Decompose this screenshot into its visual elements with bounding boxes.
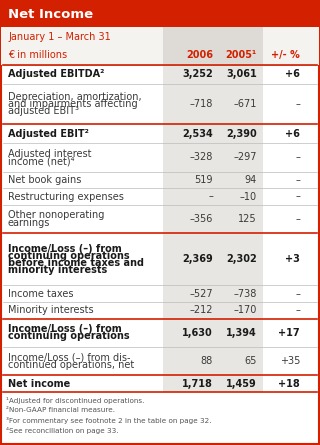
- Text: 3,061: 3,061: [226, 69, 257, 80]
- Text: –212: –212: [189, 305, 213, 315]
- Text: 2,534: 2,534: [182, 129, 213, 139]
- Text: –: –: [295, 305, 300, 315]
- Bar: [1, 27, 319, 65]
- Text: –718: –718: [190, 99, 213, 109]
- Text: Adjusted EBIT²: Adjusted EBIT²: [8, 129, 89, 139]
- Text: Net Income: Net Income: [8, 8, 93, 20]
- Text: ¹Adjusted for discontinued operations.: ¹Adjusted for discontinued operations.: [6, 397, 144, 404]
- Text: January 1 – March 31: January 1 – March 31: [8, 32, 111, 42]
- Text: +6: +6: [285, 69, 300, 80]
- Text: +35: +35: [280, 356, 300, 366]
- Text: and impairments affecting: and impairments affecting: [8, 99, 138, 109]
- Text: continuing operations: continuing operations: [8, 251, 130, 261]
- Text: ³For commentary see footnote 2 in the table on page 32.: ³For commentary see footnote 2 in the ta…: [6, 417, 212, 424]
- Text: Income/Loss (–) from: Income/Loss (–) from: [8, 324, 122, 334]
- Text: –328: –328: [190, 153, 213, 162]
- Text: –: –: [295, 289, 300, 299]
- Text: +17: +17: [278, 328, 300, 338]
- Text: –170: –170: [234, 305, 257, 315]
- Text: before income taxes and: before income taxes and: [8, 258, 144, 268]
- Text: 65: 65: [244, 356, 257, 366]
- Text: –297: –297: [234, 153, 257, 162]
- Text: 2,302: 2,302: [226, 254, 257, 264]
- Text: +/- %: +/- %: [271, 50, 300, 60]
- Text: 519: 519: [195, 175, 213, 185]
- Text: +6: +6: [285, 129, 300, 139]
- Text: ²Non-GAAP financial measure.: ²Non-GAAP financial measure.: [6, 407, 115, 413]
- Text: Net income: Net income: [8, 379, 70, 388]
- Text: 2,390: 2,390: [226, 129, 257, 139]
- Text: 2,369: 2,369: [182, 254, 213, 264]
- Text: –738: –738: [234, 289, 257, 299]
- Text: Depreciation, amortization,: Depreciation, amortization,: [8, 92, 142, 102]
- Text: Restructuring expenses: Restructuring expenses: [8, 191, 124, 202]
- Text: Net book gains: Net book gains: [8, 175, 81, 185]
- Text: adjusted EBIT³: adjusted EBIT³: [8, 106, 79, 116]
- Text: 125: 125: [238, 214, 257, 224]
- Text: –527: –527: [189, 289, 213, 299]
- Text: 2006: 2006: [186, 50, 213, 60]
- Text: –356: –356: [190, 214, 213, 224]
- Text: income (net)⁴: income (net)⁴: [8, 156, 75, 166]
- Text: 3,252: 3,252: [182, 69, 213, 80]
- Text: –: –: [295, 191, 300, 202]
- Text: Income/Loss (–) from dis-: Income/Loss (–) from dis-: [8, 352, 131, 363]
- Text: 1,630: 1,630: [182, 328, 213, 338]
- Text: minority interests: minority interests: [8, 265, 107, 275]
- Text: 1,718: 1,718: [182, 379, 213, 388]
- Text: –: –: [295, 153, 300, 162]
- Text: 1,394: 1,394: [226, 328, 257, 338]
- Text: 2005¹: 2005¹: [226, 50, 257, 60]
- Text: –10: –10: [240, 191, 257, 202]
- Text: –: –: [295, 175, 300, 185]
- Text: –: –: [295, 99, 300, 109]
- Text: Income/Loss (–) from: Income/Loss (–) from: [8, 243, 122, 254]
- Text: +3: +3: [285, 254, 300, 264]
- Text: Other nonoperating: Other nonoperating: [8, 210, 104, 220]
- Text: 88: 88: [201, 356, 213, 366]
- Text: earnings: earnings: [8, 218, 50, 228]
- Bar: [163, 65, 263, 392]
- Text: € in millions: € in millions: [8, 50, 67, 60]
- Text: Minority interests: Minority interests: [8, 305, 94, 315]
- Text: continuing operations: continuing operations: [8, 332, 130, 341]
- Text: ⁴See reconciliation on page 33.: ⁴See reconciliation on page 33.: [6, 427, 118, 434]
- Text: continued operations, net: continued operations, net: [8, 360, 134, 370]
- Text: Adjusted interest: Adjusted interest: [8, 149, 92, 159]
- Text: –671: –671: [234, 99, 257, 109]
- Text: 94: 94: [245, 175, 257, 185]
- Text: 1,459: 1,459: [226, 379, 257, 388]
- Text: Adjusted EBITDA²: Adjusted EBITDA²: [8, 69, 104, 80]
- Bar: [163, 27, 263, 65]
- Text: +18: +18: [278, 379, 300, 388]
- Text: –: –: [295, 214, 300, 224]
- Text: Income taxes: Income taxes: [8, 289, 74, 299]
- Bar: [1, 1, 319, 27]
- Text: –: –: [208, 191, 213, 202]
